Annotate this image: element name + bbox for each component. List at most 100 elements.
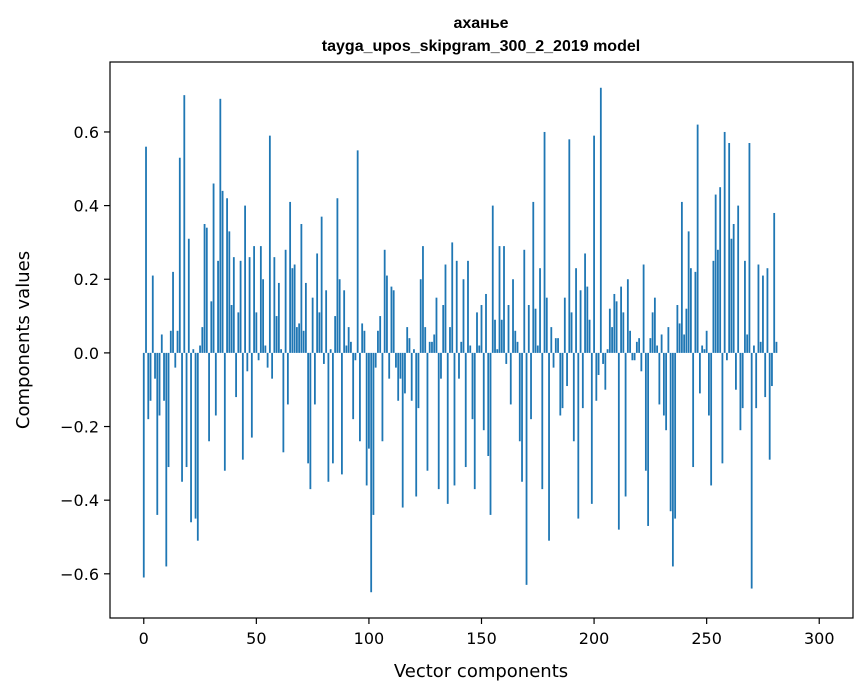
bar bbox=[426, 352, 429, 471]
bar bbox=[496, 349, 499, 353]
bar bbox=[210, 301, 213, 353]
bar bbox=[282, 352, 285, 453]
bar bbox=[253, 246, 255, 353]
bar bbox=[750, 352, 753, 589]
bar bbox=[482, 352, 485, 431]
bar bbox=[771, 352, 773, 387]
y-tick-label: 0.4 bbox=[74, 197, 99, 216]
bar bbox=[685, 308, 688, 353]
bar bbox=[730, 238, 733, 353]
bar bbox=[257, 352, 260, 361]
bar bbox=[214, 352, 217, 416]
x-tick-label: 50 bbox=[246, 629, 266, 648]
bar bbox=[611, 327, 613, 353]
bar bbox=[185, 352, 188, 468]
bar bbox=[476, 312, 478, 353]
bar bbox=[374, 352, 377, 368]
bar bbox=[415, 352, 418, 497]
bar bbox=[699, 352, 701, 394]
bar bbox=[190, 352, 192, 523]
bar bbox=[453, 352, 456, 486]
bar bbox=[622, 312, 625, 353]
bar bbox=[568, 139, 571, 353]
bar bbox=[644, 352, 647, 471]
bar bbox=[442, 305, 445, 353]
bar bbox=[316, 253, 319, 353]
bar bbox=[284, 249, 287, 353]
bar bbox=[599, 87, 602, 353]
bar bbox=[273, 257, 276, 353]
bar bbox=[557, 338, 559, 353]
bar bbox=[694, 271, 697, 353]
x-tick-label: 300 bbox=[804, 629, 835, 648]
bar bbox=[595, 352, 598, 401]
bar bbox=[656, 345, 659, 353]
bar bbox=[554, 338, 557, 353]
bar bbox=[726, 352, 728, 361]
bar bbox=[309, 352, 312, 490]
bar bbox=[606, 349, 609, 353]
bar bbox=[649, 338, 652, 353]
bar bbox=[762, 275, 764, 353]
bar bbox=[744, 260, 746, 353]
bar bbox=[638, 338, 641, 353]
x-tick-label: 100 bbox=[354, 629, 385, 648]
y-tick-label: −0.2 bbox=[60, 418, 99, 437]
bar bbox=[451, 242, 454, 353]
bar bbox=[226, 198, 228, 353]
bars-group bbox=[142, 87, 778, 593]
bar bbox=[205, 227, 208, 353]
bar bbox=[395, 352, 397, 368]
bar bbox=[561, 352, 564, 409]
bar bbox=[183, 95, 186, 353]
bar bbox=[665, 352, 668, 431]
bar bbox=[464, 352, 467, 468]
bar bbox=[151, 275, 154, 353]
bar bbox=[172, 271, 174, 353]
bar bbox=[176, 330, 179, 353]
bar bbox=[642, 264, 645, 353]
bar bbox=[689, 268, 692, 353]
bar bbox=[304, 282, 307, 353]
bar bbox=[246, 352, 249, 372]
y-ticks: −0.6 −0.4 −0.2 0.0 0.2 0.4 0.6 bbox=[60, 123, 110, 584]
bar bbox=[228, 231, 231, 353]
bar bbox=[268, 135, 271, 353]
bar bbox=[419, 279, 422, 353]
y-tick-label: 0.2 bbox=[74, 270, 99, 289]
bar bbox=[487, 352, 490, 456]
bar bbox=[500, 319, 503, 353]
bar bbox=[590, 352, 593, 504]
bar bbox=[527, 305, 530, 353]
bar bbox=[719, 187, 722, 353]
bar bbox=[174, 352, 177, 368]
bar bbox=[347, 327, 350, 353]
bar bbox=[433, 334, 436, 353]
bar bbox=[259, 246, 262, 353]
bar bbox=[241, 352, 244, 460]
bar bbox=[714, 194, 717, 353]
bar bbox=[332, 352, 334, 464]
bar bbox=[532, 201, 535, 353]
bar bbox=[379, 316, 382, 353]
bar bbox=[232, 257, 235, 353]
bar bbox=[359, 352, 361, 442]
bar bbox=[244, 205, 246, 353]
bar bbox=[617, 352, 620, 530]
bar bbox=[444, 264, 447, 353]
bar bbox=[428, 341, 431, 353]
bar bbox=[377, 330, 379, 353]
bar bbox=[602, 352, 604, 364]
bar bbox=[712, 260, 715, 353]
bar bbox=[277, 282, 280, 353]
bar bbox=[196, 352, 199, 541]
bar bbox=[498, 246, 501, 353]
y-axis-label: Components values bbox=[13, 251, 34, 429]
bar bbox=[336, 198, 339, 353]
bar bbox=[264, 345, 267, 353]
bar bbox=[505, 352, 508, 364]
bar bbox=[739, 352, 742, 431]
bar bbox=[701, 345, 704, 353]
bar bbox=[350, 341, 352, 353]
bar bbox=[530, 352, 532, 420]
